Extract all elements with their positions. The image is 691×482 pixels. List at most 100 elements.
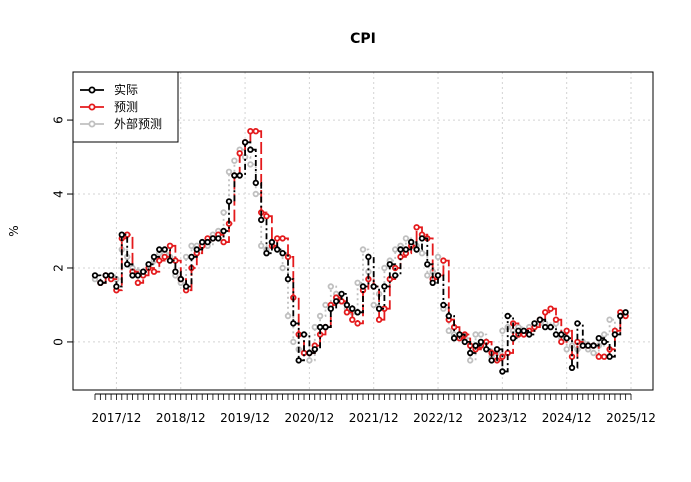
- data-point: [359, 246, 367, 253]
- data-point: [563, 327, 570, 334]
- data-point: [493, 346, 501, 353]
- data-point: [531, 320, 538, 327]
- x-tick-label: 2020/12: [284, 411, 334, 425]
- data-point: [156, 257, 163, 264]
- data-point: [284, 312, 292, 320]
- data-point: [333, 298, 340, 305]
- data-point: [472, 331, 479, 338]
- data-point: [601, 331, 608, 338]
- data-point: [450, 335, 458, 342]
- data-point: [225, 198, 233, 205]
- data-point: [188, 242, 195, 249]
- data-point: [123, 261, 131, 268]
- data-point: [279, 264, 286, 272]
- data-point: [161, 246, 168, 253]
- data-point: [429, 279, 436, 286]
- data-point: [166, 242, 174, 249]
- data-point: [322, 323, 329, 331]
- data-point: [258, 242, 265, 249]
- data-point: [102, 272, 109, 279]
- data-point: [263, 249, 270, 257]
- y-tick-label: 2: [52, 264, 66, 272]
- data-point: [611, 331, 619, 338]
- data-point: [445, 327, 452, 334]
- data-point: [424, 272, 431, 279]
- data-point: [601, 338, 608, 346]
- data-point: [590, 349, 597, 357]
- data-point: [386, 261, 393, 268]
- x-tick-label: 2023/12: [477, 411, 527, 425]
- data-point: [477, 338, 485, 346]
- data-point: [584, 342, 592, 349]
- data-point: [558, 331, 565, 338]
- y-axis-label: %: [7, 225, 21, 236]
- x-tick-label: 2021/12: [349, 411, 399, 425]
- data-point: [601, 353, 608, 360]
- data-point: [220, 209, 227, 216]
- x-tick-label: 2022/12: [413, 411, 463, 425]
- data-point: [413, 224, 420, 231]
- data-point: [536, 316, 544, 323]
- data-point: [241, 139, 249, 146]
- legend-marker: [88, 86, 96, 94]
- data-point: [166, 257, 174, 264]
- data-point: [118, 231, 125, 238]
- data-point: [381, 264, 388, 272]
- data-point: [590, 342, 597, 349]
- data-point: [274, 235, 281, 242]
- data-point: [198, 238, 206, 246]
- data-point: [311, 346, 318, 353]
- data-point: [252, 179, 259, 187]
- data-point: [290, 338, 297, 346]
- data-point: [91, 272, 99, 279]
- data-point: [268, 238, 276, 246]
- data-point: [418, 235, 426, 242]
- data-point: [606, 353, 613, 360]
- legend-marker: [88, 120, 96, 128]
- data-point: [397, 246, 404, 253]
- data-point: [392, 272, 399, 279]
- data-point: [504, 312, 511, 320]
- data-point: [236, 172, 243, 179]
- y-tick-label: 0: [52, 338, 66, 346]
- data-point: [263, 212, 270, 220]
- data-point: [274, 246, 281, 253]
- data-point: [129, 272, 136, 279]
- data-point: [547, 323, 554, 331]
- data-point: [327, 283, 334, 290]
- data-point: [193, 246, 200, 253]
- data-point: [402, 246, 410, 253]
- data-point: [172, 268, 179, 275]
- data-point: [139, 268, 147, 275]
- data-point: [300, 331, 308, 338]
- data-point: [204, 238, 211, 246]
- data-point: [247, 127, 254, 135]
- data-point: [483, 346, 490, 353]
- data-point: [365, 253, 372, 261]
- data-point: [338, 290, 345, 298]
- x-tick-label: 2025/12: [606, 411, 656, 425]
- data-point: [509, 335, 517, 342]
- data-point: [316, 323, 324, 331]
- data-point: [515, 327, 522, 334]
- x-tick-label: 2019/12: [220, 411, 270, 425]
- data-point: [354, 309, 361, 316]
- data-point: [370, 301, 377, 309]
- data-point: [467, 357, 474, 364]
- legend-label: 实际: [114, 82, 138, 97]
- data-point: [258, 216, 265, 224]
- data-point: [343, 301, 351, 309]
- data-point: [284, 275, 292, 283]
- data-point: [252, 190, 259, 198]
- data-point: [381, 283, 388, 290]
- data-point: [499, 368, 506, 375]
- x-tick-label: 2018/12: [156, 411, 206, 425]
- data-point: [568, 364, 576, 371]
- data-point: [418, 249, 426, 257]
- data-point: [220, 238, 227, 246]
- data-point: [413, 246, 420, 253]
- data-point: [279, 235, 286, 242]
- data-point: [209, 235, 217, 242]
- data-point: [477, 331, 485, 338]
